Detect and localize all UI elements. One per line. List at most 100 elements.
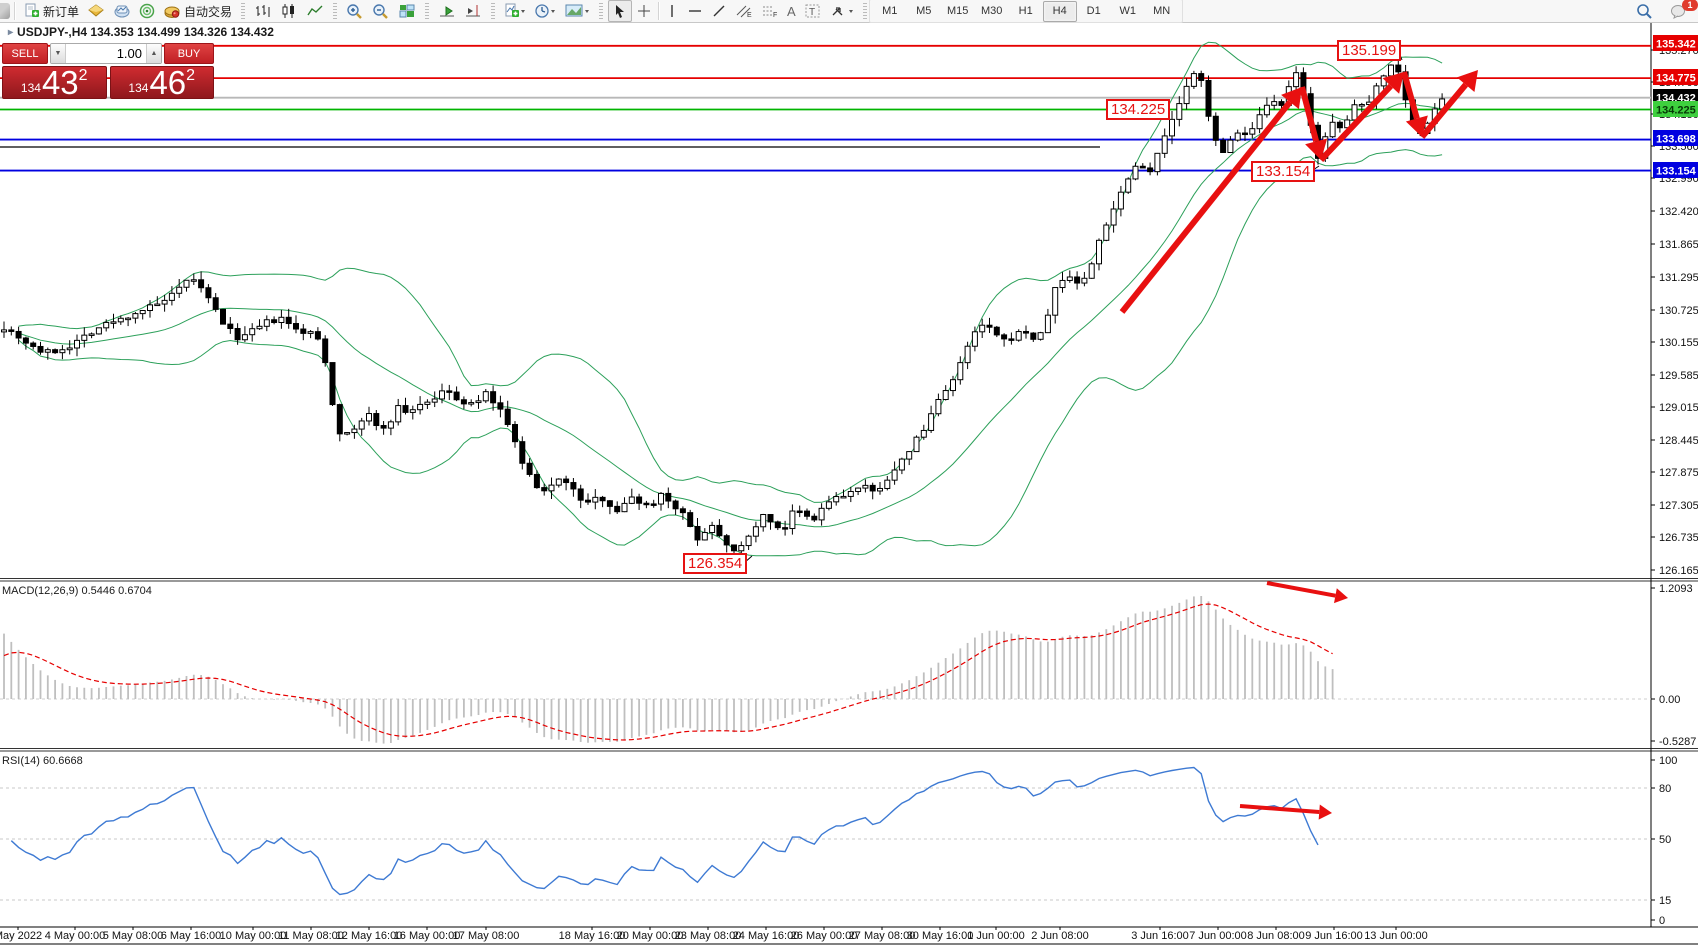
svg-text:134.775: 134.775 [1656,73,1696,85]
chart-shift-button[interactable] [460,0,486,22]
price-tick: 131.865 [1659,239,1698,251]
vertical-line-tool-button[interactable] [661,0,683,22]
indicator-tick: 100 [1659,755,1677,767]
svg-text:133.698: 133.698 [1656,134,1696,146]
indicator-tick: 0 [1659,915,1665,927]
timeframe-button-m30[interactable]: M30 [981,5,1003,17]
buy-button[interactable]: BUY [164,43,214,64]
arrows-tool-button[interactable] [826,0,858,22]
zoom-out-button[interactable] [368,0,394,22]
price-badge [1653,35,1698,51]
timeframe-button-m5[interactable]: M5 [916,5,932,17]
time-tick: 30 May 16:00 [907,930,974,942]
signal-icon [139,3,155,19]
new-order-icon [24,3,40,19]
navigator-button[interactable] [135,0,159,22]
trendline-tool-button[interactable] [707,0,731,22]
toolbar: 新订单 自动交易 [0,0,1698,23]
price-level-lines[interactable] [0,44,1651,172]
timeframe-button-mn[interactable]: MN [1153,5,1171,17]
text-label-tool-button[interactable]: T [800,0,826,22]
annotation-label-bottom[interactable]: 126.354 [683,553,748,574]
new-order-button[interactable]: 新订单 [20,0,83,22]
bar-chart-type-button[interactable] [250,0,276,22]
annotation-label-level[interactable]: 134.225 [1106,99,1171,120]
svg-text:133.154: 133.154 [1656,166,1697,178]
rsi-label: RSI(14) 60.6668 [2,755,83,767]
time-tick: 2 Jun 08:00 [1031,930,1089,942]
time-tick: 12 May 16:00 [336,930,403,942]
time-tick: 17 May 08:00 [453,930,520,942]
price-tick: 129.585 [1659,370,1698,382]
tile-windows-button[interactable] [394,0,420,22]
fibonacci-tool-button[interactable]: F [757,0,783,22]
notification-badge: 1 [1682,0,1698,11]
auto-scroll-button[interactable] [434,0,460,22]
sell-button[interactable]: SELL [2,43,48,64]
market-watch-button[interactable] [83,0,109,22]
time-tick: 26 May 00:00 [791,930,858,942]
price-tick: 130.725 [1659,305,1698,317]
price-tick: 127.875 [1659,467,1698,479]
auto-trading-button[interactable]: 自动交易 [159,0,236,22]
price-tick: 128.445 [1659,435,1698,447]
indicator-tick: 15 [1659,895,1671,907]
crosshair-tool-button[interactable] [632,0,656,22]
horizontal-line-tool-button[interactable] [683,0,707,22]
zoom-in-button[interactable] [342,0,368,22]
indicator-tick: 50 [1659,834,1671,846]
timeframe-button-m1[interactable]: M1 [882,5,898,17]
annotation-label-low[interactable]: 133.154 [1251,161,1316,182]
svg-text:F: F [773,12,777,19]
time-tick: 3 Jun 16:00 [1131,930,1189,942]
period-clock-button[interactable] [530,0,560,22]
rsi-indicator [0,766,1651,901]
timeframe-button-d1[interactable]: D1 [1086,5,1101,17]
buy-price-display[interactable]: 134 46 2 [109,66,214,99]
time-tick: 8 Jun 08:00 [1247,930,1305,942]
price-badge [1653,130,1698,146]
macd-indicator [0,596,1651,744]
auto-trading-icon [163,3,181,19]
chart-symbol-title: ▸ USDJPY-,H4 134.353 134.499 134.326 134… [8,25,274,39]
annotation-label-high[interactable]: 135.199 [1337,40,1402,61]
template-button[interactable] [560,0,594,22]
svg-text:135.342: 135.342 [1656,39,1696,51]
time-tick: May 2022 [0,930,42,942]
svg-text:134.225: 134.225 [1656,105,1696,117]
search-button[interactable] [1632,0,1658,22]
volume-increase-button[interactable]: ▲ [146,44,161,63]
time-tick: 24 May 16:00 [733,930,800,942]
channel-tool-button[interactable]: E [731,0,757,22]
timeframe-group: M1 M5 M15 M30 H1 H4 D1 W1 MN [868,0,1183,23]
svg-text:E: E [747,12,752,19]
sell-price-display[interactable]: 134 43 2 [2,66,107,99]
volume-control: ▼ ▲ [50,43,162,64]
add-indicator-button[interactable] [500,0,530,22]
indicator-tick: 1.2093 [1659,583,1693,595]
notifications-button[interactable]: 1 [1666,0,1698,22]
candlestick-chart-type-button[interactable] [276,0,302,22]
line-chart-type-button[interactable] [302,0,328,22]
cursor-tool-button[interactable] [608,0,633,22]
time-tick: 16 May 00:00 [394,930,461,942]
price-tick: 132.420 [1659,206,1698,218]
time-tick: 27 May 08:00 [849,930,916,942]
data-window-button[interactable] [109,0,135,22]
timeframe-button-h4[interactable]: H4 [1042,0,1077,22]
time-tick: 23 May 08:00 [675,930,742,942]
timeframe-button-m15[interactable]: M15 [947,5,969,17]
timeframe-button-w1[interactable]: W1 [1119,5,1136,17]
price-tick: 129.015 [1659,402,1698,414]
text-tool-button[interactable]: A [787,3,796,19]
volume-decrease-button[interactable]: ▼ [51,44,66,63]
price-axis[interactable]: 135.270134.700134.130133.560132.990132.4… [1651,35,1698,927]
auto-trading-label: 自动交易 [184,4,233,19]
timeframe-button-h1[interactable]: H1 [1018,5,1033,17]
trend-arrows[interactable] [1119,70,1478,820]
volume-input[interactable] [66,44,146,63]
time-tick: 10 May 00:00 [220,930,287,942]
